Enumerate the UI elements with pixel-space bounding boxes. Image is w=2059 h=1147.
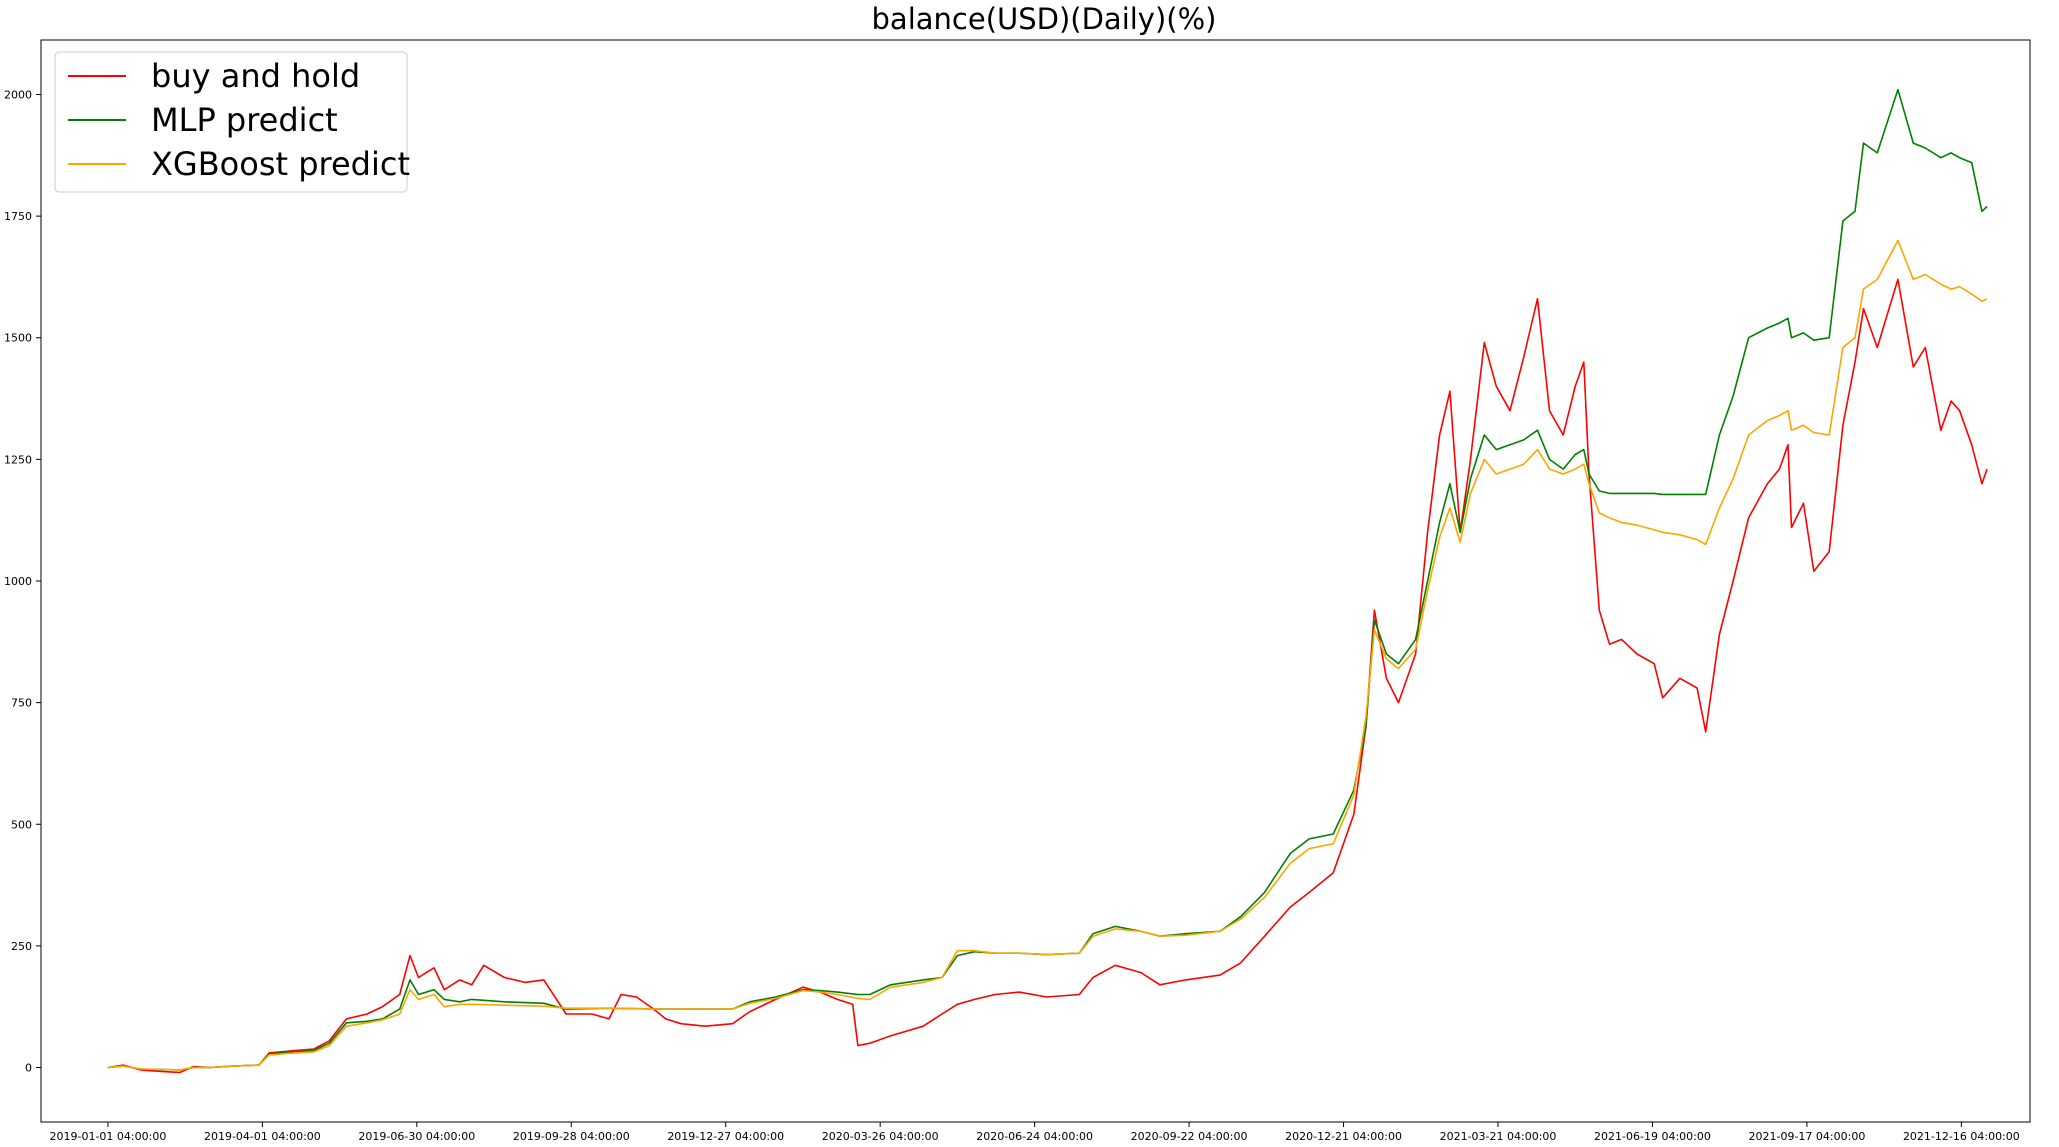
x-tick-label: 2019-06-30 04:00:00 xyxy=(358,1130,475,1143)
x-tick-label: 2021-06-19 04:00:00 xyxy=(1594,1130,1711,1143)
x-tick-label: 2020-09-22 04:00:00 xyxy=(1131,1130,1248,1143)
y-tick-label: 250 xyxy=(11,940,32,953)
y-tick-label: 1500 xyxy=(4,332,32,345)
legend-label: buy and hold xyxy=(151,57,360,95)
y-tick-label: 1250 xyxy=(4,453,32,466)
series-layer xyxy=(107,88,1988,1074)
y-tick-label: 500 xyxy=(11,818,32,831)
y-tick-label: 0 xyxy=(25,1062,32,1075)
x-tick-label: 2019-01-01 04:00:00 xyxy=(50,1130,167,1143)
x-tick-label: 2021-03-21 04:00:00 xyxy=(1440,1130,1557,1143)
y-tick-label: 1000 xyxy=(4,575,32,588)
x-tick-label: 2021-09-17 04:00:00 xyxy=(1748,1130,1865,1143)
y-tick-label: 750 xyxy=(11,697,32,710)
series-line-3 xyxy=(107,239,1988,1071)
x-tick-label: 2020-12-21 04:00:00 xyxy=(1285,1130,1402,1143)
x-tick-label: 2020-06-24 04:00:00 xyxy=(976,1130,1093,1143)
legend-box xyxy=(54,51,408,193)
x-axis: 2019-01-01 04:00:00 2019-04-01 04:00:00 20… xyxy=(50,1122,2020,1143)
x-tick-label: 2019-04-01 04:00:00 xyxy=(204,1130,321,1143)
y-axis: 0 250 500 750 1000 1250 1500 1750 2000 xyxy=(4,88,41,1075)
y-tick-label: 2000 xyxy=(4,88,32,101)
plot-area xyxy=(40,39,2031,1123)
series-line-2 xyxy=(107,88,1988,1071)
x-tick-label: 2021-12-16 04:00:00 xyxy=(1903,1130,2020,1143)
legend-label: XGBoost predict xyxy=(151,145,410,183)
legend-label: MLP predict xyxy=(151,101,338,139)
legend: buy and hold MLP predict XGBoost predict xyxy=(54,51,410,193)
x-tick-label: 2019-09-28 04:00:00 xyxy=(513,1130,630,1143)
x-tick-label: 2020-03-26 04:00:00 xyxy=(822,1130,939,1143)
series-line-1 xyxy=(107,278,1988,1074)
x-tick-label: 2019-12-27 04:00:00 xyxy=(667,1130,784,1143)
y-tick-label: 1750 xyxy=(4,210,32,223)
chart-title: balance(USD)(Daily)(%) xyxy=(872,2,1217,36)
